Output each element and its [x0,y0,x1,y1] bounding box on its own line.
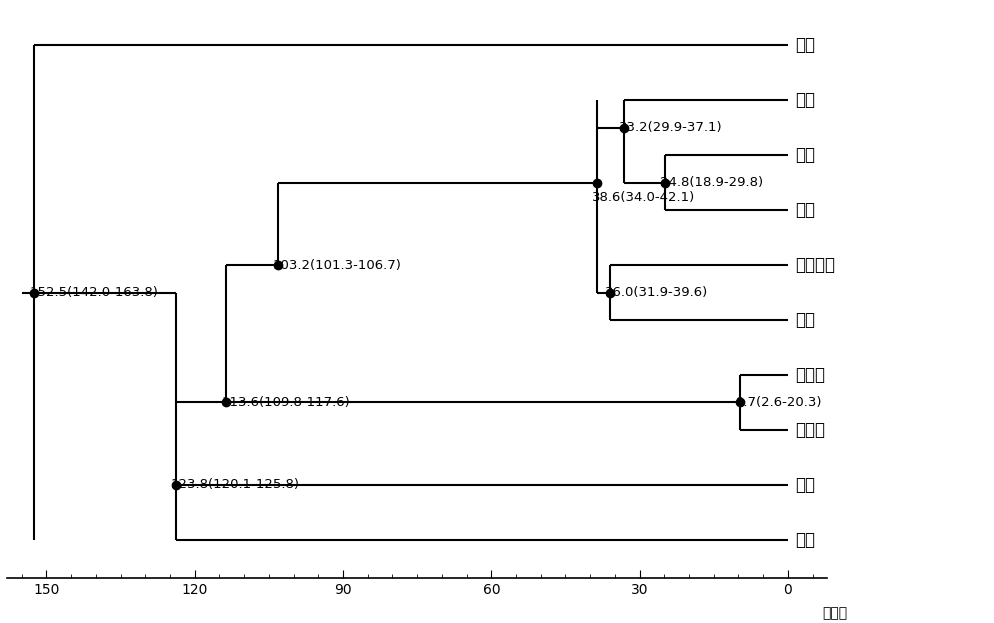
Text: 亿年前: 亿年前 [822,607,848,621]
Text: 轻木: 轻木 [795,201,815,219]
Text: 可可: 可可 [795,311,815,329]
Text: 24.8(18.9-29.8): 24.8(18.9-29.8) [660,176,763,189]
Text: 水稻: 水稻 [795,36,815,54]
Text: 葡萄: 葡萄 [795,476,815,493]
Text: 103.2(101.3-106.7): 103.2(101.3-106.7) [273,259,402,272]
Text: 38.6(34.0-42.1): 38.6(34.0-42.1) [592,191,696,204]
Text: 9.7(2.6-20.3): 9.7(2.6-20.3) [735,396,821,409]
Text: 152.5(142.0-163.8): 152.5(142.0-163.8) [29,286,158,299]
Text: 毛白杨: 毛白杨 [795,366,825,384]
Text: 树棉: 树棉 [795,146,815,164]
Text: 泡桐: 泡桐 [795,531,815,549]
Text: 123.8(120.1-125.8): 123.8(120.1-125.8) [171,478,300,491]
Text: 113.6(109.8-117.6): 113.6(109.8-117.6) [222,396,350,409]
Text: 33.2(29.9-37.1): 33.2(29.9-37.1) [619,121,723,135]
Text: 榴莲: 榴莲 [795,92,815,109]
Text: 36.0(31.9-39.6): 36.0(31.9-39.6) [605,286,709,299]
Text: 毛果杨: 毛果杨 [795,421,825,439]
Text: 长蒴黄麻: 长蒴黄麻 [795,256,835,274]
